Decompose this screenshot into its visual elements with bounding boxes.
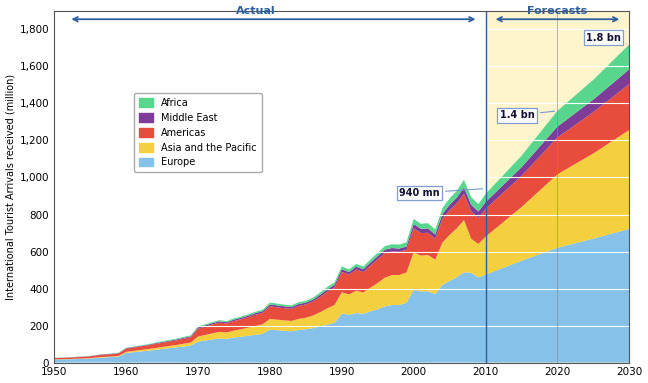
Text: 940 mn: 940 mn xyxy=(399,188,483,198)
Bar xyxy=(485,11,629,363)
Text: 1.8 bn: 1.8 bn xyxy=(586,33,627,44)
Y-axis label: International Tourist Arrivals received (million): International Tourist Arrivals received … xyxy=(6,74,16,300)
Text: Forecasts: Forecasts xyxy=(527,7,588,16)
Text: 1.4 bn: 1.4 bn xyxy=(500,110,555,120)
Legend: Africa, Middle East, Americas, Asia and the Pacific, Europe: Africa, Middle East, Americas, Asia and … xyxy=(134,93,262,172)
Text: Actual: Actual xyxy=(236,7,275,16)
